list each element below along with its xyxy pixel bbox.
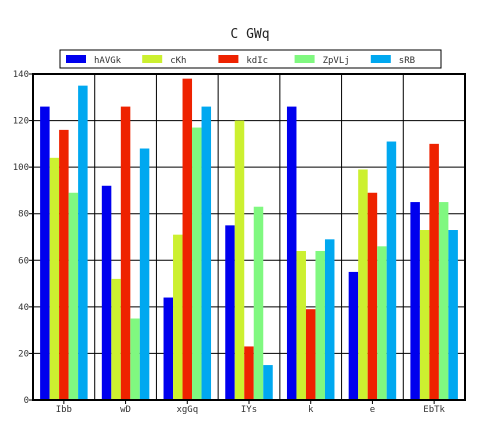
bar-hAVGk xyxy=(410,202,420,400)
legend-label: sRB xyxy=(399,56,415,66)
x-tick-label: IYs xyxy=(241,405,257,415)
bar-ZpVLj xyxy=(130,318,140,400)
bar-ZpVLj xyxy=(315,250,325,400)
legend-swatch xyxy=(218,55,239,63)
bar-sRB xyxy=(324,239,335,400)
axes: 0 20 40 60 80 100 120 140 Ibb wD xgGq IYs k e EbTk xyxy=(13,70,466,415)
bar-kdIc xyxy=(367,192,378,400)
plot-frame xyxy=(32,73,466,401)
x-tick-label: Ibb xyxy=(56,405,72,415)
bar-kdIc xyxy=(244,346,254,400)
bar-cKh xyxy=(419,230,430,400)
x-tick-label: xgGq xyxy=(176,405,198,415)
bar-kdIc xyxy=(120,106,131,400)
y-tick-label: 20 xyxy=(18,349,29,359)
bar-hAVGk xyxy=(348,271,359,400)
y-tick-label: 120 xyxy=(13,117,29,127)
y-tick-label: 140 xyxy=(13,70,29,80)
legend-label: cKh xyxy=(170,56,186,66)
bar-sRB xyxy=(139,148,150,400)
bar-cKh xyxy=(296,250,306,400)
legend-swatch xyxy=(370,55,391,63)
bar-hAVGk xyxy=(286,106,297,400)
bar-kdIc xyxy=(182,78,193,401)
bar-hAVGk xyxy=(101,185,112,400)
bar-sRB xyxy=(201,106,212,400)
y-tick-label: 0 xyxy=(24,396,29,406)
bar-cKh xyxy=(358,169,368,400)
bar-sRB xyxy=(263,365,273,400)
x-tick-label: e xyxy=(370,405,375,415)
bar-ZpVLj xyxy=(192,127,202,401)
chart-title: C GWq xyxy=(230,27,269,42)
bar-sRB xyxy=(386,141,397,400)
bar-ZpVLj xyxy=(377,246,387,400)
x-tick-label: wD xyxy=(120,405,131,415)
bar-hAVGk xyxy=(163,297,174,400)
bar-kdIc xyxy=(59,129,69,400)
legend-label: ZpVLj xyxy=(323,56,350,66)
x-tick-label: EbTk xyxy=(423,405,445,415)
bar-hAVGk xyxy=(40,106,50,400)
bar-cKh xyxy=(49,157,60,400)
legend-swatch xyxy=(142,55,163,63)
bar-hAVGk xyxy=(225,225,235,400)
x-tick-label: k xyxy=(308,405,314,415)
bar-sRB xyxy=(78,85,88,401)
bar-ZpVLj xyxy=(68,192,79,400)
legend-swatch xyxy=(66,55,86,63)
legend-label: hAVGk xyxy=(94,56,122,66)
bar-cKh xyxy=(234,120,245,401)
legend-swatch xyxy=(294,55,315,63)
bar-cKh xyxy=(111,278,121,400)
legend-box xyxy=(59,49,442,69)
y-tick-label: 40 xyxy=(18,303,29,313)
bar-sRB xyxy=(448,230,458,400)
bar-cKh xyxy=(173,234,183,400)
bar-ZpVLj xyxy=(438,202,449,400)
y-tick-label: 60 xyxy=(18,256,29,266)
legend: hAVGk cKh kdIc ZpVLj sRB xyxy=(59,49,442,69)
y-tick-label: 100 xyxy=(13,163,29,173)
bars xyxy=(40,78,458,401)
bar-ZpVLj xyxy=(253,206,264,400)
y-tick-label: 80 xyxy=(18,210,29,220)
legend-label: kdIc xyxy=(246,56,268,66)
bar-kdIc xyxy=(305,309,316,400)
bar-kdIc xyxy=(429,143,439,400)
